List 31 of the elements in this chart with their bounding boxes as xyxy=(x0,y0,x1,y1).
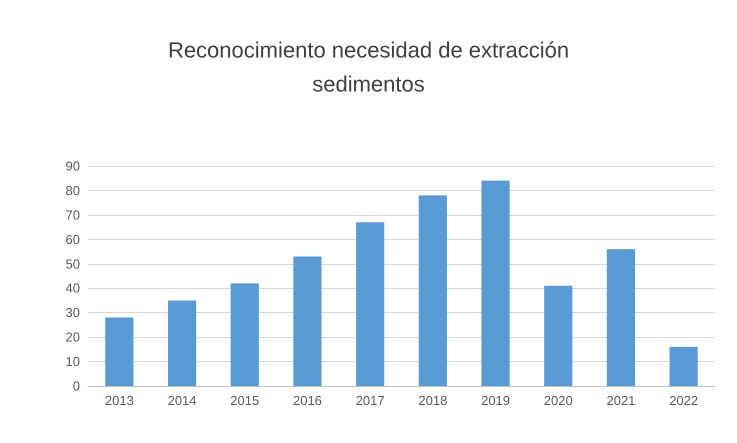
x-tick-label: 2015 xyxy=(230,393,260,408)
bar xyxy=(418,195,447,386)
bar xyxy=(544,286,572,386)
bar xyxy=(606,249,636,386)
y-tick-label: 90 xyxy=(66,158,80,174)
x-tick-label: 2019 xyxy=(481,393,510,408)
bar xyxy=(481,180,510,386)
x-tick-label: 2013 xyxy=(104,393,134,408)
y-tick-label: 10 xyxy=(66,354,80,370)
x-tick-label: 2022 xyxy=(669,393,698,408)
bar xyxy=(230,283,259,386)
y-tick-label: 70 xyxy=(66,207,80,222)
y-tick-label: 40 xyxy=(66,280,80,296)
bar xyxy=(105,318,134,386)
chart-title: Reconocimiento necesidad de extracción sedimentos xyxy=(168,38,570,96)
x-tick-label: 2018 xyxy=(418,393,448,408)
bar xyxy=(293,256,322,386)
y-tick-label: 30 xyxy=(66,305,80,320)
bar xyxy=(356,222,384,386)
x-tick-label: 2014 xyxy=(168,393,197,408)
y-tick-label: 50 xyxy=(66,256,80,272)
x-tick-label: 2020 xyxy=(544,393,573,408)
bar xyxy=(168,300,196,386)
y-tick-label: 20 xyxy=(66,330,80,345)
x-tick-label: 2016 xyxy=(292,393,322,408)
y-tick-label: 60 xyxy=(66,232,80,247)
y-tick-label: 80 xyxy=(66,182,80,198)
y-tick-label: 0 xyxy=(72,378,80,394)
x-tick-label: 2017 xyxy=(356,393,385,408)
bar xyxy=(670,346,698,386)
x-tick-label: 2021 xyxy=(606,393,636,408)
